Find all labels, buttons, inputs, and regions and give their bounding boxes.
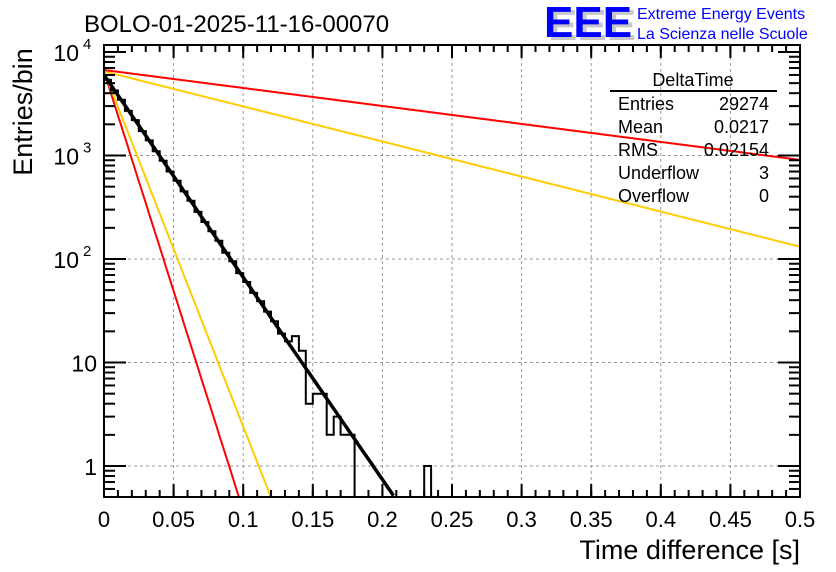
stats-title: DeltaTime [652, 70, 733, 90]
stats-value-entries: 29274 [719, 94, 769, 114]
x-tick-label: 0.4 [646, 507, 677, 532]
x-tick-label: 0.2 [367, 507, 398, 532]
x-tick-label: 0.1 [228, 507, 259, 532]
logo-text: EEE [544, 0, 632, 47]
y-tick-label: 10 [53, 247, 79, 273]
chart-title: BOLO-01-2025-11-16-00070 [84, 11, 389, 38]
x-tick-label: 0.15 [291, 507, 334, 532]
stats-value-mean: 0.0217 [714, 117, 769, 137]
axis-labels: 0 0.05 0.1 0.15 0.2 0.25 0.3 0.35 0.4 0.45 0.510 41… [53, 36, 815, 532]
stats-label-mean: Mean [618, 117, 663, 137]
histogram [104, 78, 433, 497]
stats-value-overflow: 0 [759, 186, 769, 206]
eee-logo: EEE Extreme Energy Events La Scienza nel… [544, 0, 808, 47]
axis-ticks [103, 45, 801, 497]
fit-layer [104, 73, 395, 497]
curves [104, 69, 800, 497]
stats-label-entries: Entries [618, 94, 674, 114]
curve-yellow-shallow [104, 70, 800, 248]
y-tick-exponent: 2 [83, 243, 91, 260]
grid [104, 45, 800, 497]
x-tick-label: 0.45 [709, 507, 752, 532]
y-tick-exponent: 3 [83, 140, 91, 157]
x-tick-label: 0.05 [152, 507, 195, 532]
x-tick-label: 0.3 [506, 507, 537, 532]
x-axis-label: Time difference [s] [579, 535, 800, 565]
y-tick-label: 10 [53, 40, 79, 66]
logo-line1: Extreme Energy Events [637, 6, 805, 23]
curve-red-steep [104, 71, 241, 497]
y-tick-label: 10 [71, 351, 97, 377]
x-tick-label: 0.35 [570, 507, 613, 532]
y-tick-label: 10 [53, 144, 79, 170]
stats-label-overflow: Overflow [618, 186, 690, 206]
y-tick-label: 1 [84, 454, 97, 480]
logo-line2: La Scienza nelle Scuole [637, 26, 808, 43]
stats-label-underflow: Underflow [618, 163, 700, 183]
stats-label-rms: RMS [618, 140, 658, 160]
stats-value-underflow: 3 [759, 163, 769, 183]
curve-fit [104, 73, 395, 497]
x-tick-label: 0.25 [431, 507, 474, 532]
curve-yellow-steep [104, 71, 272, 497]
y-tick-exponent: 4 [83, 36, 91, 53]
x-tick-label: 0 [98, 507, 110, 532]
x-tick-label: 0.5 [785, 507, 816, 532]
stats-box: DeltaTime Entries 29274 Mean 0.0217 RMS … [610, 70, 777, 206]
curve-red-shallow [104, 69, 800, 161]
y-axis-label: Entries/bin [8, 48, 38, 176]
stats-value-rms: 0.02154 [704, 140, 769, 160]
